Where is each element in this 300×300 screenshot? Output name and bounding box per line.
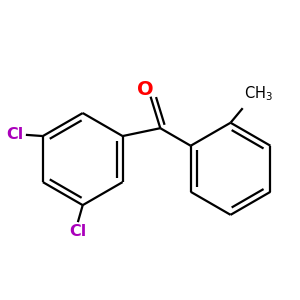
Text: CH$_3$: CH$_3$ <box>244 85 273 103</box>
Text: Cl: Cl <box>6 128 23 142</box>
Text: Cl: Cl <box>69 224 86 239</box>
Text: O: O <box>137 80 154 99</box>
